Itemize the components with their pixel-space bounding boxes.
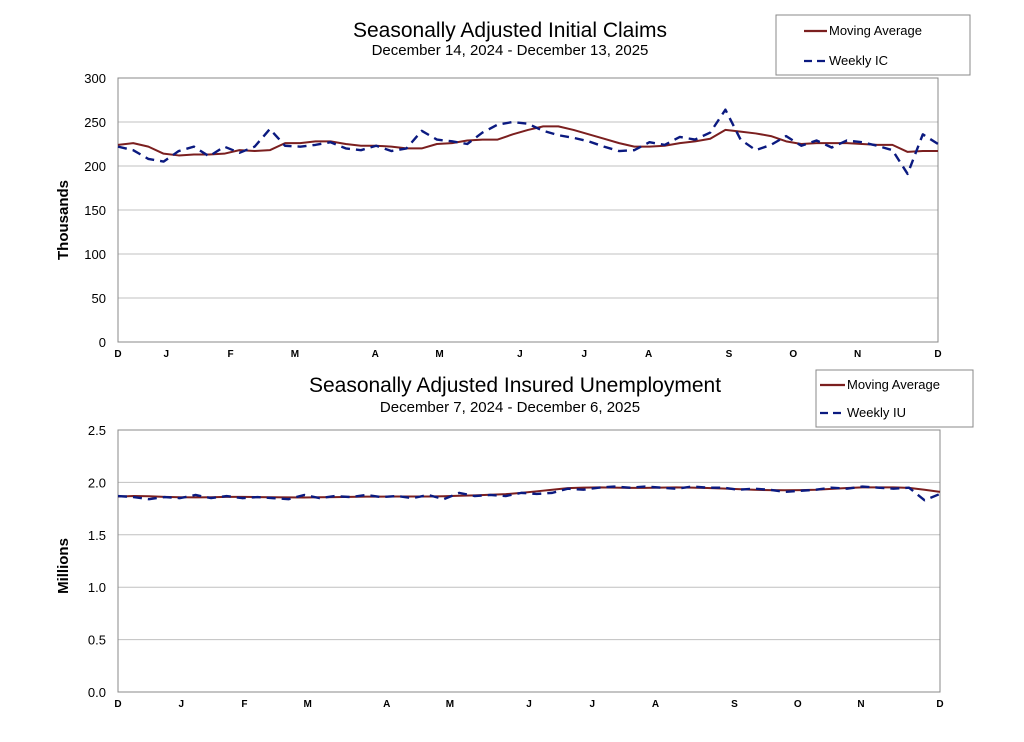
legend-label-weekly-iu: Weekly IU	[847, 405, 906, 420]
y-tick-label: 1.5	[88, 528, 106, 543]
x-tick-label: D	[114, 349, 121, 360]
legend-label-weekly-ic: Weekly IC	[829, 53, 888, 68]
insured-unemployment-chart: Seasonally Adjusted Insured Unemployment…	[55, 369, 974, 710]
x-tick-label: J	[581, 349, 587, 360]
x-tick-label: J	[178, 699, 184, 710]
y-tick-label: 50	[92, 291, 106, 306]
x-tick-label: D	[114, 699, 121, 710]
x-tick-label: M	[291, 349, 299, 360]
x-tick-label: J	[589, 699, 595, 710]
weekly-ic-line	[117, 108, 939, 176]
plot-frame	[117, 77, 939, 343]
y-tick-label: 0.5	[88, 633, 106, 648]
x-tick-label: M	[446, 699, 454, 710]
x-tick-label: A	[383, 699, 390, 710]
x-tick-label: O	[789, 349, 797, 360]
y-tick-label: 2.0	[88, 475, 106, 490]
gridlines	[118, 429, 940, 693]
x-tick-label: A	[645, 349, 652, 360]
legend-label-moving-average: Moving Average	[847, 377, 940, 392]
x-tick-label: A	[372, 349, 379, 360]
y-tick-labels: 0.0 0.5 1.0 1.5 2.0 2.5	[88, 423, 106, 700]
y-tick-label: 2.5	[88, 423, 106, 438]
legend: Moving Average Weekly IC	[775, 14, 971, 76]
legend-box	[815, 369, 974, 428]
y-tick-label: 1.0	[88, 580, 106, 595]
x-tick-label: O	[794, 699, 802, 710]
legend-label-moving-average: Moving Average	[829, 23, 922, 38]
y-tick-label: 200	[84, 159, 106, 174]
x-tick-label: M	[435, 349, 443, 360]
legend: Moving Average Weekly IU	[815, 369, 974, 428]
x-tick-label: S	[726, 349, 733, 360]
chart-title: Seasonally Adjusted Initial Claims	[353, 19, 667, 42]
x-tick-label: M	[304, 699, 312, 710]
y-tick-label: 0	[99, 335, 106, 350]
legend-box	[775, 14, 971, 76]
x-tick-label: D	[936, 699, 943, 710]
y-tick-labels: 0 50 100 150 200 250 300	[84, 71, 106, 350]
chart-subtitle: December 7, 2024 - December 6, 2025	[380, 399, 640, 416]
chart-title: Seasonally Adjusted Insured Unemployment	[309, 374, 721, 397]
x-tick-label: D	[934, 349, 941, 360]
y-axis-label: Millions	[55, 538, 72, 594]
y-tick-label: 250	[84, 115, 106, 130]
x-tick-label: J	[526, 699, 532, 710]
chart-subtitle: December 14, 2024 - December 13, 2025	[372, 42, 649, 59]
plot-frame	[117, 429, 941, 693]
y-tick-label: 300	[84, 71, 106, 86]
x-tick-label: N	[857, 699, 864, 710]
gridlines	[118, 77, 938, 343]
y-tick-label: 100	[84, 247, 106, 262]
x-tick-label: F	[227, 349, 233, 360]
x-tick-label: J	[163, 349, 169, 360]
y-tick-label: 0.0	[88, 685, 106, 700]
x-tick-label: F	[241, 699, 247, 710]
x-tick-label: N	[854, 349, 861, 360]
y-axis-label: Thousands	[55, 180, 72, 260]
x-tick-label: A	[652, 699, 659, 710]
y-tick-label: 150	[84, 203, 106, 218]
initial-claims-chart: Seasonally Adjusted Initial Claims Decem…	[55, 14, 971, 360]
moving-average-line	[117, 125, 938, 157]
x-tick-label: S	[731, 699, 738, 710]
x-tick-label: J	[517, 349, 523, 360]
weekly-iu-line	[117, 485, 941, 502]
